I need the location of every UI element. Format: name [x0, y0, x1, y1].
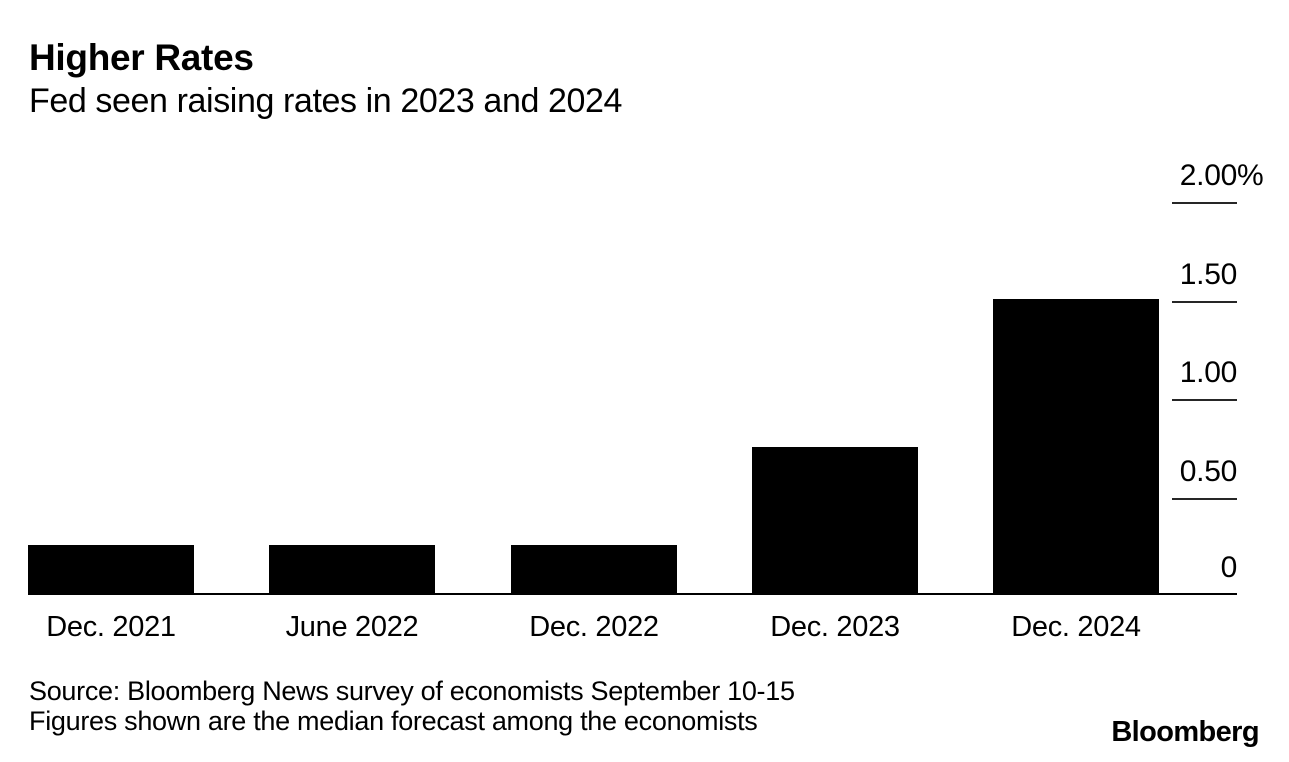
- x-axis-label-dec-2024: Dec. 2024: [1011, 611, 1141, 643]
- y-tick-label-0-50: 0.50: [1179, 454, 1238, 490]
- x-axis-line: [28, 593, 1237, 595]
- chart-title: Higher Rates: [29, 37, 254, 78]
- y-tick-label-1-50: 1.50: [1179, 257, 1238, 293]
- bar-dec-2022: [511, 545, 677, 594]
- y-tick-value: 2.00: [1179, 159, 1238, 192]
- source-line-2: Figures shown are the median forecast am…: [29, 706, 758, 736]
- x-axis-label-june-2022: June 2022: [285, 611, 419, 643]
- x-axis-label-dec-2022: Dec. 2022: [529, 611, 659, 643]
- y-tick-line-0-50: [1172, 498, 1237, 500]
- y-tick-label-0: 0: [1220, 550, 1238, 586]
- source-line-1: Source: Bloomberg News survey of economi…: [29, 676, 795, 706]
- y-tick-label-2-00: 2.00%: [1179, 158, 1264, 194]
- y-tick-value: 0: [1220, 551, 1238, 584]
- bar-june-2022: [269, 545, 435, 594]
- chart-subtitle: Fed seen raising rates in 2023 and 2024: [29, 82, 623, 120]
- y-tick-label-1-00: 1.00: [1179, 355, 1238, 391]
- y-tick-line-1-00: [1172, 399, 1237, 401]
- bloomberg-logo: Bloomberg: [1111, 716, 1259, 748]
- x-axis-label-dec-2023: Dec. 2023: [770, 611, 900, 643]
- y-tick-line-1-50: [1172, 301, 1237, 303]
- x-axis-label-dec-2021: Dec. 2021: [46, 611, 176, 643]
- bar-dec-2024: [993, 299, 1159, 594]
- percent-suffix: %: [1237, 159, 1264, 192]
- y-tick-value: 1.50: [1179, 258, 1238, 291]
- y-tick-line-2-00: [1172, 202, 1237, 204]
- bar-dec-2021: [28, 545, 194, 594]
- source-note: Source: Bloomberg News survey of economi…: [29, 676, 795, 736]
- y-tick-value: 0.50: [1179, 455, 1238, 488]
- bar-dec-2023: [752, 447, 918, 594]
- y-tick-value: 1.00: [1179, 356, 1238, 389]
